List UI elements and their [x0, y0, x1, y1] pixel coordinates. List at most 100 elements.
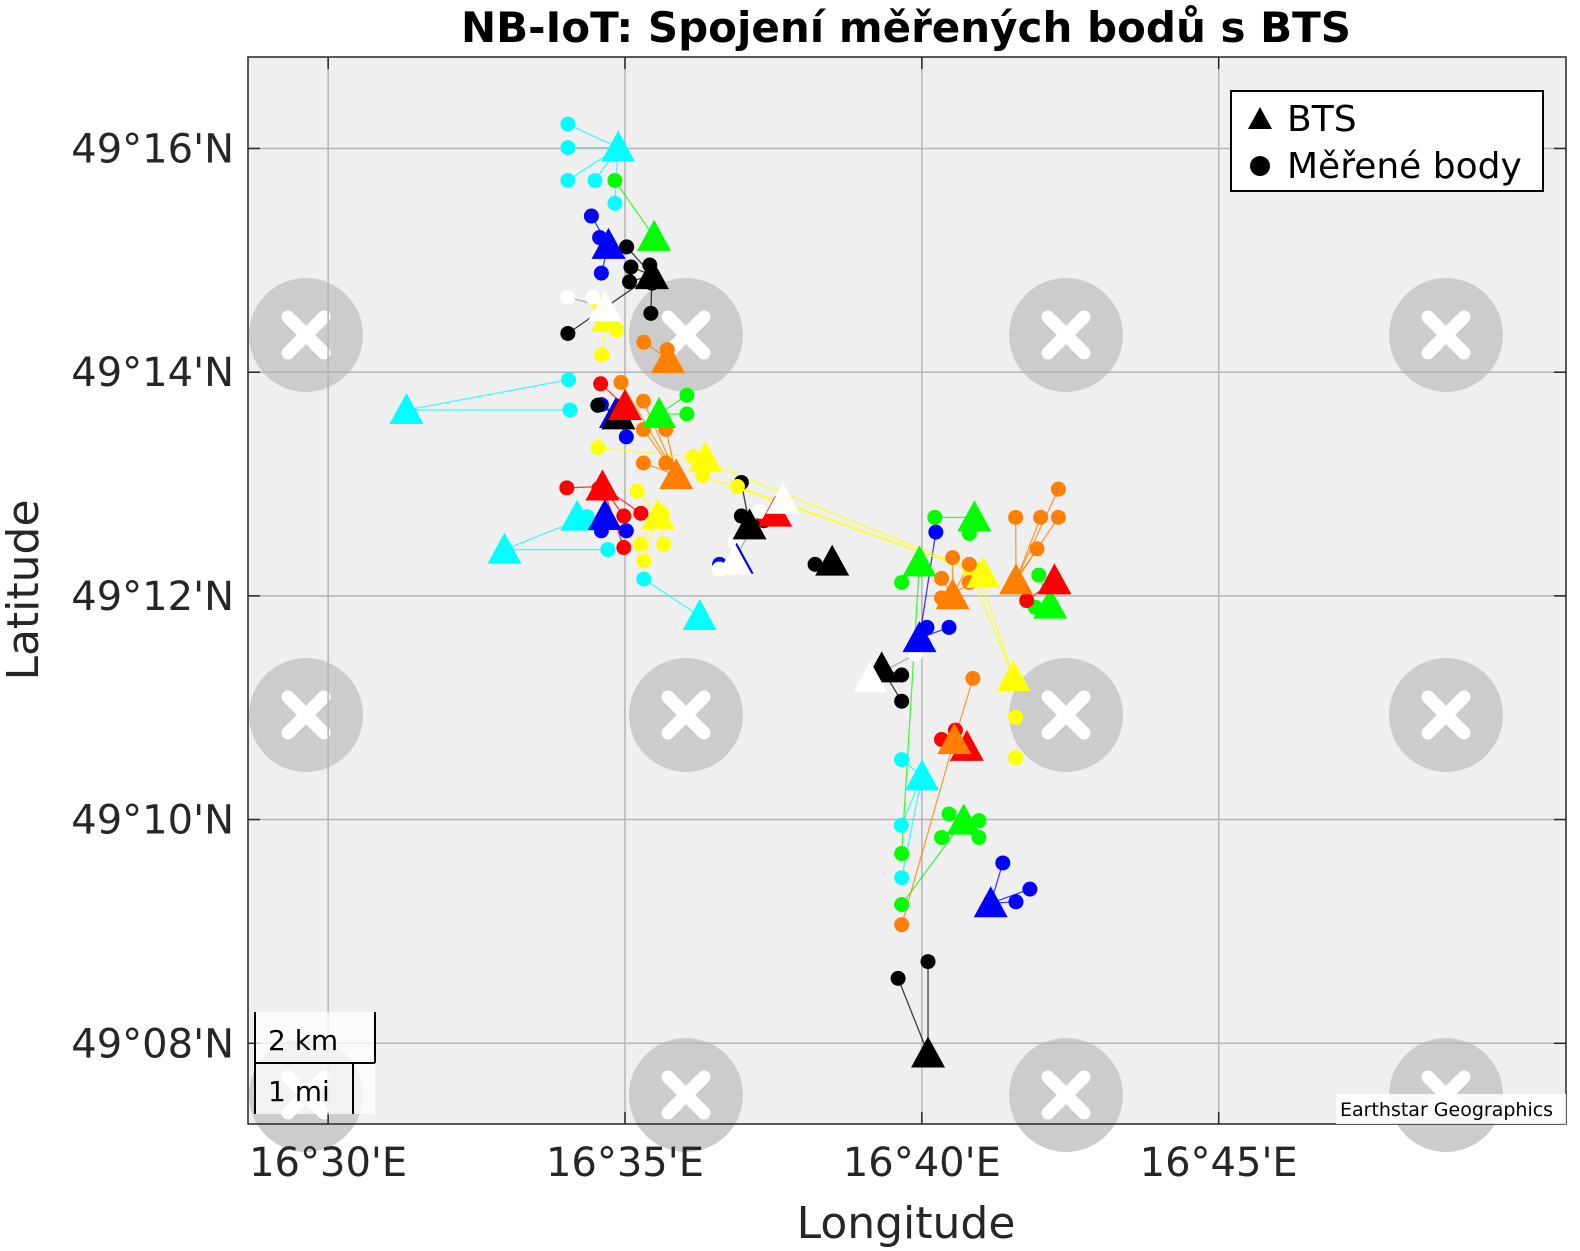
connection-line: [901, 562, 921, 854]
bts-triangle: [966, 556, 1001, 588]
measured-point: [559, 480, 575, 496]
connection-line: [614, 180, 655, 238]
bts-triangle: [732, 508, 767, 540]
measured-point: [560, 140, 576, 156]
measured-point: [945, 550, 961, 566]
x-axis-ticks: 16°30'E 16°35'E 16°40'E 16°45'E: [249, 57, 1298, 1186]
bts-triangle: [587, 290, 622, 322]
measured-point: [920, 954, 936, 970]
measured-point: [618, 429, 634, 445]
measured-point: [560, 289, 576, 305]
tile-unavailable-icon: [1389, 278, 1503, 392]
measured-point: [752, 503, 768, 519]
measured-point: [633, 505, 649, 521]
tile-unavailable-icon: [1009, 1038, 1123, 1152]
measured-point: [995, 855, 1011, 871]
measured-point: [590, 397, 606, 413]
bts-triangle: [717, 543, 752, 575]
y-axis-label: Latitude: [0, 499, 49, 680]
scale-bar: 2 km 1 mi: [254, 1012, 376, 1114]
bts-triangle: [815, 544, 850, 576]
connection-line: [901, 776, 923, 878]
measured-point: [632, 536, 648, 552]
measured-point: [927, 509, 943, 525]
legend-label-bts: BTS: [1287, 99, 1357, 140]
bts-triangle: [935, 578, 970, 610]
map-area[interactable]: [247, 56, 1567, 1152]
measured-point: [894, 897, 910, 913]
bts-markers: [389, 130, 1072, 1068]
bts-triangle: [973, 886, 1008, 918]
measured-point: [1008, 509, 1024, 525]
tile-unavailable-icon: [1389, 658, 1503, 772]
measured-point: [1050, 509, 1066, 525]
tile-unavailable-icon: [629, 658, 743, 772]
measured-point: [928, 524, 944, 540]
measured-point: [894, 574, 910, 590]
legend: BTS Měřené body: [1230, 90, 1544, 192]
bts-triangle: [1033, 587, 1068, 619]
measured-point: [616, 508, 632, 524]
bts-triangle: [650, 341, 685, 373]
y-tick-label: 49°08'N: [71, 1021, 234, 1067]
bts-triangle: [766, 482, 801, 514]
chart-title: NB-IoT: Spojení měřených bodů s BTS: [461, 3, 1351, 52]
measured-point: [894, 667, 910, 683]
bts-triangle: [957, 500, 992, 532]
bts-triangle: [607, 388, 642, 420]
map-frame: [247, 56, 1567, 1125]
measured-point: [643, 305, 659, 321]
measured-point: [618, 523, 634, 539]
attribution-text: Earthstar Geographics: [1340, 1099, 1553, 1121]
measured-point: [656, 536, 672, 552]
tile-unavailable-icon: [1009, 278, 1123, 392]
y-tick-label: 49°16'N: [71, 126, 234, 172]
measured-point: [1022, 881, 1038, 897]
connection-line: [406, 379, 569, 411]
measured-point: [562, 402, 578, 418]
y-tick-label: 49°10'N: [71, 798, 234, 844]
measured-point: [622, 274, 638, 290]
bts-triangle: [904, 759, 939, 791]
basemap-attribution: Earthstar Geographics: [1336, 1094, 1566, 1124]
measured-point: [941, 619, 957, 635]
measured-point: [636, 553, 652, 569]
measured-point: [1029, 541, 1045, 557]
measured-point: [941, 806, 957, 822]
bts-triangle: [585, 469, 620, 501]
attribution-background: [1336, 1094, 1566, 1124]
tile-unavailable-icon: [249, 278, 363, 392]
measured-point: [961, 556, 977, 572]
measured-point: [594, 347, 610, 363]
connection-line: [1015, 517, 1042, 581]
measured-point: [679, 387, 695, 403]
legend-box: [1230, 90, 1544, 192]
x-tick-label: 16°30'E: [249, 1140, 407, 1186]
bts-triangle: [688, 441, 723, 473]
tile-unavailable-icon: [1009, 658, 1123, 772]
measured-point: [636, 571, 652, 587]
measured-point: [679, 406, 695, 422]
bts-triangle: [682, 599, 717, 631]
measured-point: [623, 259, 639, 275]
scale-bar-mi-label: 1 mi: [268, 1075, 330, 1108]
measured-point: [1050, 481, 1066, 497]
connection-line: [969, 571, 1015, 678]
measured-point: [585, 289, 601, 305]
bts-triangle: [642, 397, 677, 429]
grid-lines: [248, 57, 1566, 1124]
measured-point: [894, 870, 910, 886]
measured-point: [636, 334, 652, 350]
measured-point: [807, 556, 823, 572]
bts-triangle: [641, 498, 676, 530]
map-background: [248, 57, 1566, 1124]
y-tick-label: 49°14'N: [71, 350, 234, 396]
measured-point: [1033, 509, 1049, 525]
bts-triangle: [487, 532, 522, 564]
bts-triangle: [911, 1036, 946, 1068]
measured-point: [965, 670, 981, 686]
legend-label-points: Měřené body: [1287, 146, 1522, 187]
measured-point: [894, 917, 910, 933]
tile-unavailable-icon: [629, 1038, 743, 1152]
